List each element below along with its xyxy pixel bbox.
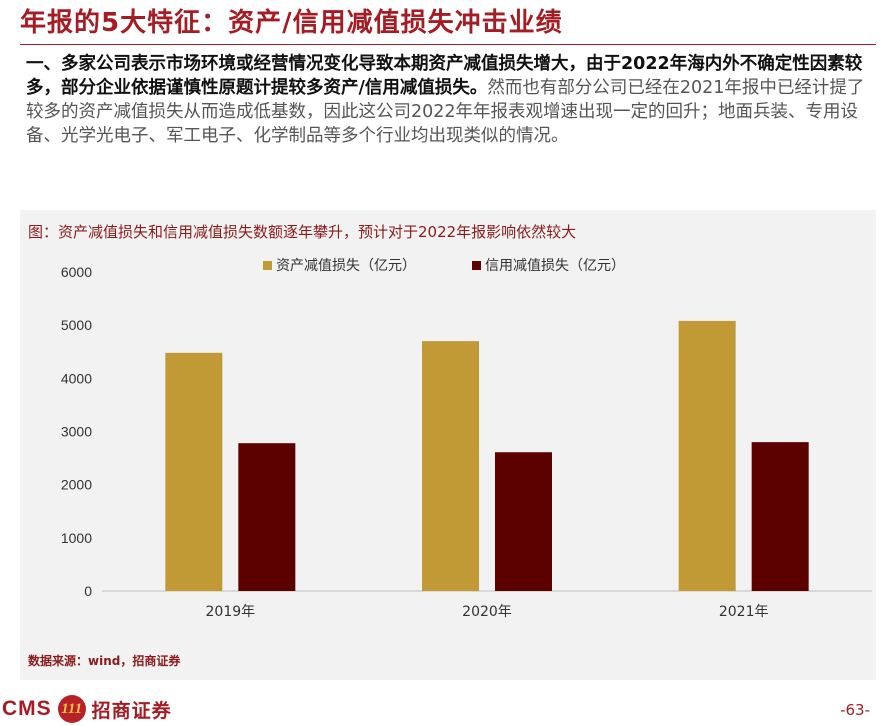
bar <box>678 320 736 591</box>
logo-cms-text: CMS <box>2 697 52 720</box>
page-number: -63- <box>840 701 870 719</box>
y-tick-label: 2000 <box>61 477 92 493</box>
x-tick-label: 2020年 <box>462 604 512 620</box>
chart-panel: 图：资产减值损失和信用减值损失数额逐年攀升，预计对于2022年报影响依然较大 0… <box>20 210 876 680</box>
paragraph-bold-text: 一、多家公司表示市场环境或经营情况变化导致本期资产减值损失增大，由于2022年海… <box>26 54 863 98</box>
y-tick-label: 5000 <box>61 317 92 333</box>
y-tick-label: 0 <box>84 583 92 599</box>
chart-caption: 图：资产减值损失和信用减值损失数额逐年攀升，预计对于2022年报影响依然较大 <box>28 223 577 241</box>
y-tick-label: 4000 <box>61 370 92 386</box>
bar <box>751 442 809 591</box>
bar <box>495 452 552 591</box>
logo-company-name: 招商证券 <box>91 699 172 722</box>
data-source: 数据来源：wind，招商证券 <box>28 654 181 668</box>
x-tick-label: 2021年 <box>719 604 769 620</box>
y-tick-label: 6000 <box>61 264 92 280</box>
body-paragraph: 一、多家公司表示市场环境或经营情况变化导致本期资产减值损失增大，由于2022年海… <box>26 52 878 148</box>
legend-label: 信用减值损失（亿元） <box>485 258 625 274</box>
logo-emblem-icon: 111 <box>57 695 86 723</box>
bar <box>165 352 223 591</box>
bar <box>422 341 479 591</box>
y-tick-label: 1000 <box>61 530 92 546</box>
bar <box>238 443 296 591</box>
legend-swatch <box>472 261 481 270</box>
bar-chart: 0 1000 2000 3000 4000 5000 6000 2019年 2020年 2021年… <box>61 258 872 620</box>
company-logo: CMS 111 招商证券 <box>2 694 172 724</box>
legend-label: 资产减值损失（亿元） <box>276 258 416 274</box>
title-divider <box>20 44 876 45</box>
x-tick-label: 2019年 <box>206 604 256 620</box>
legend-swatch <box>263 261 272 270</box>
y-tick-label: 3000 <box>61 424 92 440</box>
slide-title: 年报的5大特征：资产/信用减值损失冲击业绩 <box>20 8 563 38</box>
paragraph-normal-text: 然而也有部分公司已经在2021年报中已经计提了较多的资产减值损失从而造成低基数，… <box>26 78 865 146</box>
